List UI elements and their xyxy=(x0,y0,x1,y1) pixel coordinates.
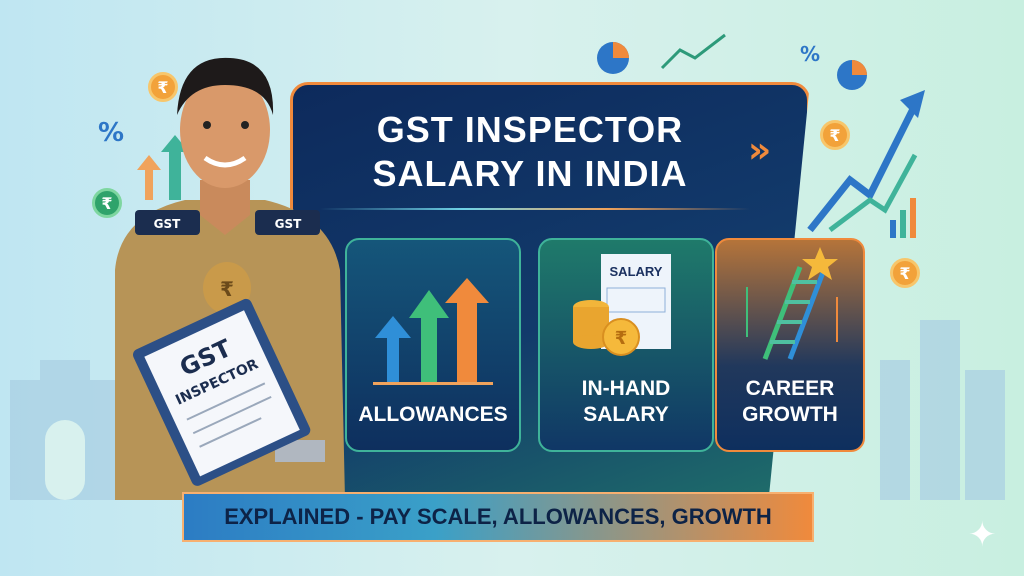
line-chart-icon xyxy=(660,33,726,70)
percent-icon: % xyxy=(98,118,125,148)
card-label-line: SALARY xyxy=(583,403,669,426)
rising-arrows-icon xyxy=(373,278,493,385)
card-label-line: IN-HAND xyxy=(581,377,671,400)
inspector-figure: GST GST ₹ GST INSPECTOR xyxy=(115,57,345,500)
card-label-line: GROWTH xyxy=(742,403,838,426)
shoulder-badge: GST xyxy=(275,217,302,231)
title-line-2: SALARY IN INDIA xyxy=(372,153,688,194)
up-arrows-icon xyxy=(137,135,189,200)
rupee-symbol: ₹ xyxy=(829,125,841,145)
card-label: ALLOWANCES xyxy=(358,403,508,426)
divider xyxy=(320,208,750,210)
card-label: IN-HAND SALARY xyxy=(582,376,671,428)
card-career-growth[interactable]: CAREER GROWTH xyxy=(715,238,865,452)
pie-chart-icon xyxy=(597,42,629,74)
title-line-1: GST INSPECTOR xyxy=(376,109,684,150)
rupee-coin-icon: ₹ xyxy=(148,72,178,102)
page-title: GST INSPECTOR SALARY IN INDIA xyxy=(310,108,750,196)
sparkle-icon: ✦ xyxy=(968,515,997,555)
shoulder-badge: GST xyxy=(154,217,181,231)
pie-chart-icon xyxy=(837,60,867,90)
card-in-hand-salary[interactable]: SALARY ₹ IN-HAND SALARY xyxy=(538,238,714,452)
rupee-symbol: ₹ xyxy=(899,263,911,283)
city-skyline xyxy=(10,320,1005,500)
rupee-symbol: ₹ xyxy=(220,277,234,301)
rupee-symbol: ₹ xyxy=(615,328,628,349)
subtitle-banner: EXPLAINED - PAY SCALE, ALLOWANCES, GROWT… xyxy=(182,492,814,542)
card-allowances[interactable]: ALLOWANCES xyxy=(345,238,521,452)
banner-text: EXPLAINED - PAY SCALE, ALLOWANCES, GROWT… xyxy=(224,504,772,529)
card-label: CAREER GROWTH xyxy=(742,376,838,428)
double-chevron-icon: » xyxy=(748,130,772,171)
rupee-coin-icon: ₹ xyxy=(890,258,920,288)
growth-arrow-icon xyxy=(807,90,925,238)
salary-slip-coins-icon: SALARY ₹ xyxy=(573,254,671,356)
rupee-symbol: ₹ xyxy=(101,193,113,213)
rupee-symbol: ₹ xyxy=(157,77,169,97)
ladder-star-icon xyxy=(746,247,838,360)
slip-text: SALARY xyxy=(610,264,663,279)
rupee-coin-icon: ₹ xyxy=(92,188,122,218)
card-label-line: CAREER xyxy=(745,377,835,400)
rupee-coin-icon: ₹ xyxy=(820,120,850,150)
percent-icon: % xyxy=(800,42,821,66)
